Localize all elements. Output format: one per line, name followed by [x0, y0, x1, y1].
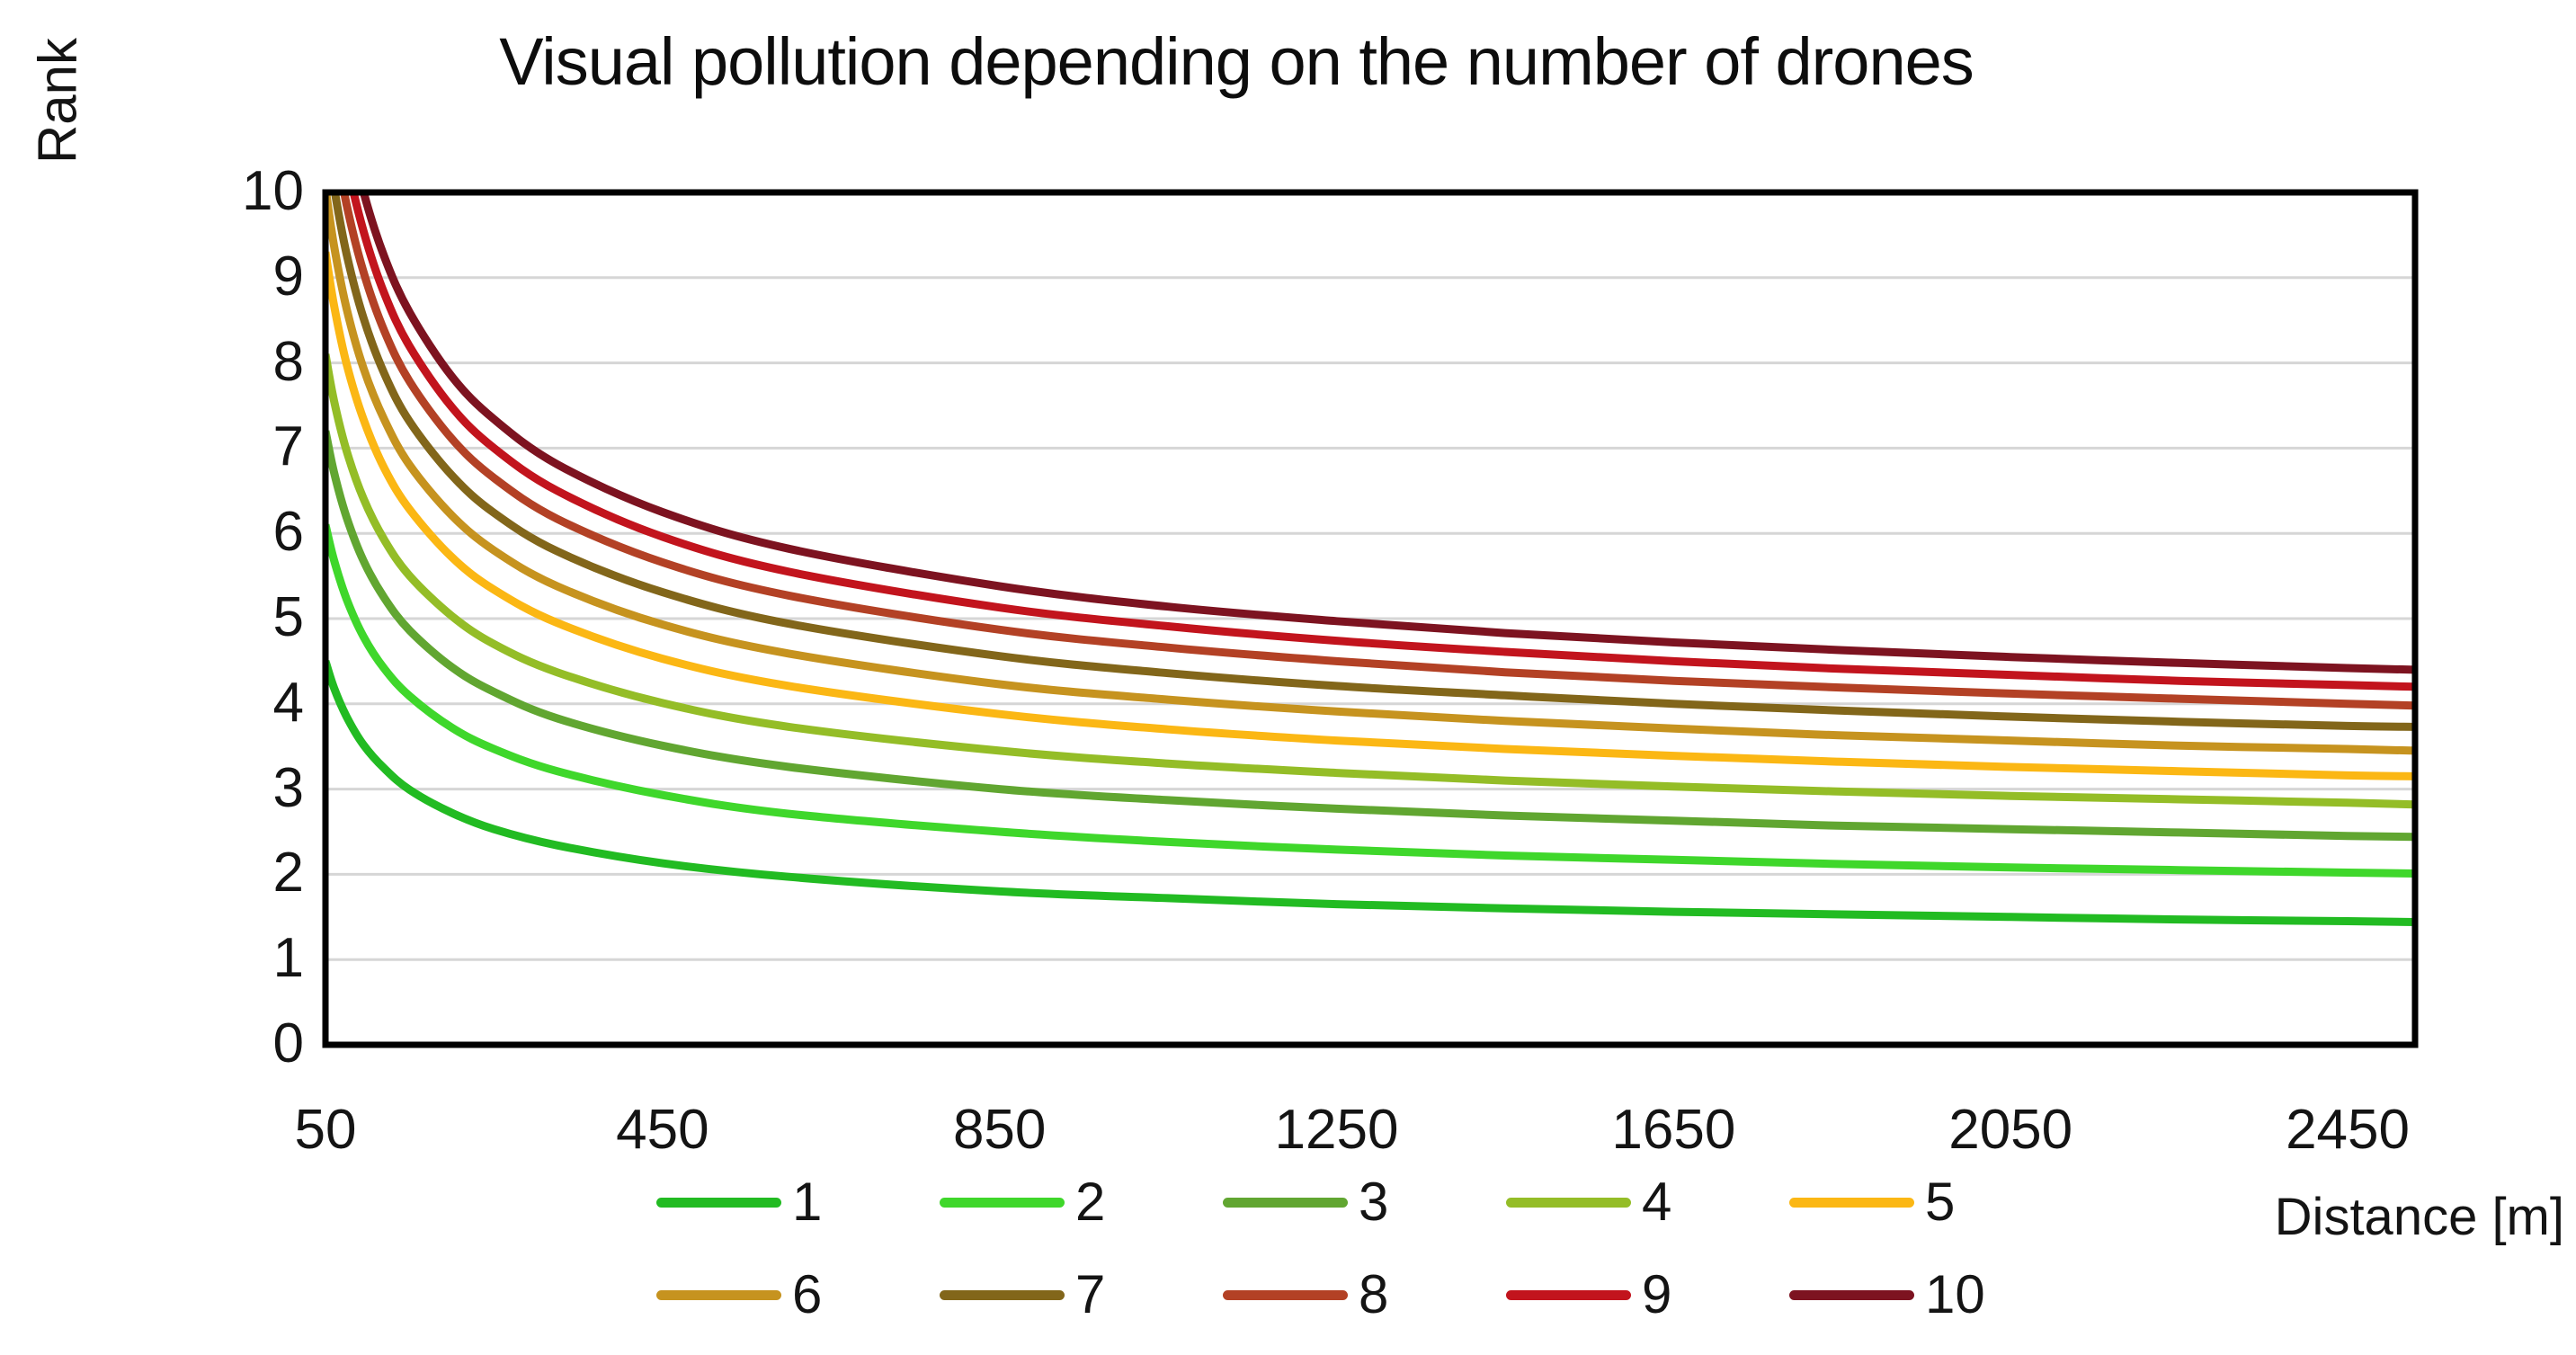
- legend-label-2: 2: [1075, 1172, 1106, 1232]
- legend-label-7: 7: [1075, 1264, 1106, 1324]
- y-tick-label-7: 7: [272, 415, 304, 478]
- series-line-9: [349, 192, 2415, 691]
- series-line-5: [325, 251, 2415, 780]
- y-tick-label-3: 3: [272, 756, 304, 819]
- legend-color-swatch-7: [940, 1289, 1065, 1300]
- legend-color-swatch-6: [656, 1289, 781, 1300]
- series-line-4: [325, 353, 2415, 809]
- legend-color-swatch-9: [1506, 1289, 1631, 1300]
- x-tick-label-2050: 2050: [1948, 1099, 2073, 1161]
- x-tick-label-1250: 1250: [1274, 1099, 1399, 1161]
- y-axis-title: Rank: [27, 37, 88, 165]
- legend-item-8: 8: [1223, 1268, 1388, 1322]
- x-tick-label-450: 450: [616, 1099, 709, 1161]
- y-tick-label-9: 9: [272, 245, 304, 308]
- legend-label-5: 5: [1925, 1172, 1956, 1232]
- y-tick-label-1: 1: [272, 927, 304, 990]
- series-line-8: [340, 192, 2415, 710]
- legend-label-8: 8: [1359, 1264, 1389, 1324]
- x-tick-label-2450: 2450: [2286, 1099, 2410, 1161]
- legend-color-swatch-3: [1223, 1197, 1348, 1208]
- series-line-1: [325, 660, 2415, 926]
- legend-item-9: 9: [1506, 1268, 1671, 1322]
- y-tick-label-8: 8: [272, 330, 304, 393]
- legend-color-swatch-5: [1789, 1197, 1914, 1208]
- legend-item-4: 4: [1506, 1175, 1671, 1229]
- legend-color-swatch-4: [1506, 1197, 1631, 1208]
- legend-label-6: 6: [792, 1264, 823, 1324]
- series-line-3: [325, 430, 2415, 842]
- y-tick-label-0: 0: [272, 1012, 304, 1075]
- legend-label-9: 9: [1642, 1264, 1672, 1324]
- legend-item-3: 3: [1223, 1175, 1388, 1229]
- x-tick-label-850: 850: [952, 1099, 1047, 1161]
- legend-label-4: 4: [1642, 1172, 1672, 1232]
- legend-color-swatch-2: [940, 1197, 1065, 1208]
- series-line-10: [359, 192, 2415, 674]
- y-tick-label-5: 5: [272, 586, 304, 649]
- legend-color-swatch-8: [1223, 1289, 1348, 1300]
- series-line-7: [330, 192, 2415, 731]
- series-line-2: [325, 523, 2415, 878]
- legend-item-7: 7: [940, 1268, 1105, 1322]
- legend-color-swatch-1: [656, 1197, 781, 1208]
- legend-color-swatch-10: [1789, 1289, 1914, 1300]
- legend-item-5: 5: [1789, 1175, 1955, 1229]
- legend-item-1: 1: [656, 1175, 822, 1229]
- y-tick-label-2: 2: [272, 842, 304, 905]
- plot-border: [322, 189, 2419, 1048]
- legend-label-10: 10: [1925, 1264, 1985, 1324]
- legend-label-3: 3: [1359, 1172, 1389, 1232]
- y-tick-label-10: 10: [242, 160, 304, 223]
- legend-item-6: 6: [656, 1268, 822, 1322]
- legend-item-2: 2: [940, 1175, 1105, 1229]
- legend-label-1: 1: [792, 1172, 823, 1232]
- legend-item-10: 10: [1789, 1268, 1985, 1322]
- x-tick-label-1650: 1650: [1611, 1099, 1736, 1161]
- x-axis-title: Distance [m]: [2274, 1188, 2564, 1246]
- x-tick-label-50: 50: [294, 1099, 357, 1161]
- series-line-6: [325, 192, 2415, 755]
- y-tick-label-4: 4: [272, 671, 304, 734]
- y-tick-label-6: 6: [272, 501, 304, 564]
- chart-title: Visual pollution depending on the number…: [499, 24, 1974, 99]
